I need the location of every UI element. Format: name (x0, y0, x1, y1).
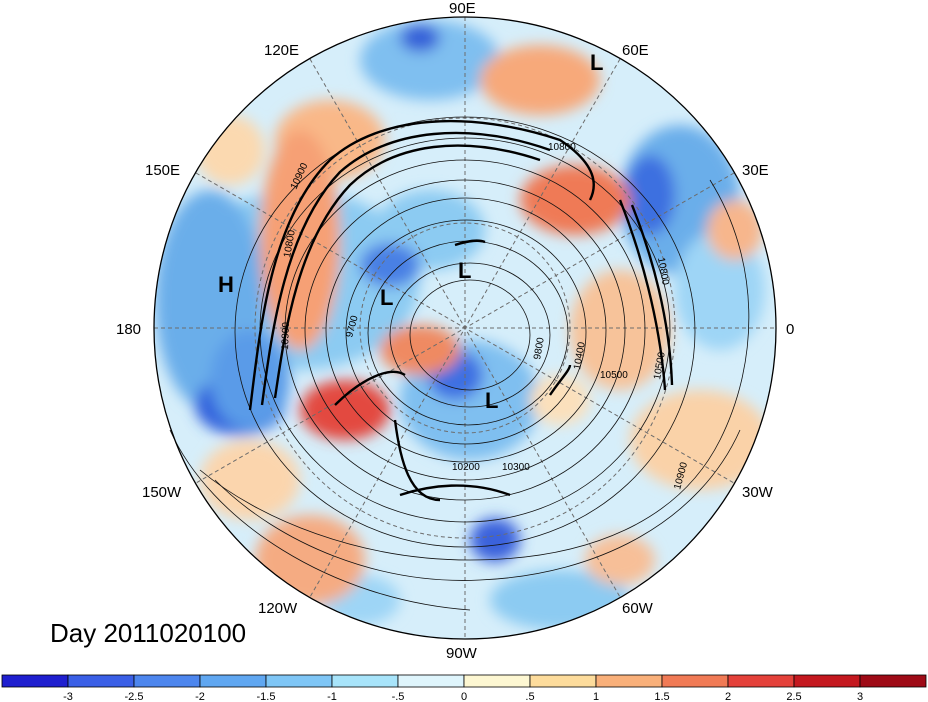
lon-label-120e: 120E (264, 42, 299, 59)
contour-label: 10500 (600, 370, 628, 381)
colorbar-box (199, 674, 267, 688)
lon-label-60e: 60E (622, 42, 649, 59)
colorbar-tick-label: 0 (461, 691, 467, 702)
lon-label-60w: 60W (622, 600, 654, 617)
lon-label-150e: 150E (145, 162, 180, 179)
colorbar-box (529, 674, 597, 688)
colorbar-box (463, 674, 531, 688)
height-contours (169, 116, 750, 611)
map-boundary (153, 16, 777, 640)
colorbar-box (1, 674, 69, 688)
colorbar-box (331, 674, 399, 688)
lon-label-90w: 90W (446, 645, 478, 662)
lon-label-30e: 30E (742, 162, 769, 179)
colorbar-box (67, 674, 135, 688)
lon-label-90e: 90E (449, 0, 476, 17)
lon-label-150w: 150W (142, 484, 182, 501)
colorbar-tick-label: -1 (327, 691, 337, 702)
jet-contours (248, 119, 674, 502)
polar-map: 10800 10900 10800 10900 10800 9700 9800 … (116, 0, 794, 662)
colorbar: -3 -2.5 -2 -1.5 -1 -.5 0 .5 1 1.5 2 2.5 3 (1, 674, 927, 702)
low-marker: L (458, 258, 471, 283)
lon-label-120w: 120W (258, 600, 298, 617)
longitude-labels: 90E 60E 30E 0 30W 60W 90W 120W 150W 180 … (116, 0, 794, 662)
contour-label: 10800 (282, 229, 298, 259)
low-marker: L (590, 50, 603, 75)
contour-label: 10400 (572, 341, 588, 371)
pressure-system-markers: L H L L L (218, 50, 603, 413)
colorbar-tick-label: .5 (525, 691, 534, 702)
lon-label-0: 0 (786, 321, 794, 338)
colorbar-tick-label: -2 (195, 691, 205, 702)
colorbar-tick-label: 3 (857, 691, 863, 702)
contour-label: 10900 (280, 321, 292, 350)
low-marker: L (380, 285, 393, 310)
colorbar-box (133, 674, 201, 688)
colorbar-tick-label: 2.5 (786, 691, 801, 702)
contour-label: 10800 (548, 142, 576, 153)
colorbar-tick-label: 2 (725, 691, 731, 702)
contour-label: 10200 (452, 462, 480, 473)
colorbar-tick-label: -1.5 (257, 691, 276, 702)
contour-label: 10300 (502, 462, 530, 473)
date-label: Day 2011020100 (50, 618, 247, 648)
high-marker: H (218, 272, 234, 297)
colorbar-box (859, 674, 927, 688)
colorbar-box (793, 674, 861, 688)
colorbar-box (727, 674, 795, 688)
colorbar-box (595, 674, 663, 688)
colorbar-tick-label: 1 (593, 691, 599, 702)
lon-label-180: 180 (116, 321, 141, 338)
low-marker: L (485, 388, 498, 413)
colorbar-box (397, 674, 465, 688)
graticule (154, 17, 776, 639)
contour-label: 10500 (652, 351, 668, 381)
colorbar-box (661, 674, 729, 688)
contour-label: 9800 (532, 336, 547, 360)
lon-label-30w: 30W (742, 484, 774, 501)
contour-label: 10800 (655, 257, 671, 287)
colorbar-tick-label: 1.5 (654, 691, 669, 702)
colorbar-tick-label: -3 (63, 691, 73, 702)
colorbar-tick-label: -2.5 (125, 691, 144, 702)
colorbar-box (265, 674, 333, 688)
colorbar-tick-label: -.5 (392, 691, 405, 702)
